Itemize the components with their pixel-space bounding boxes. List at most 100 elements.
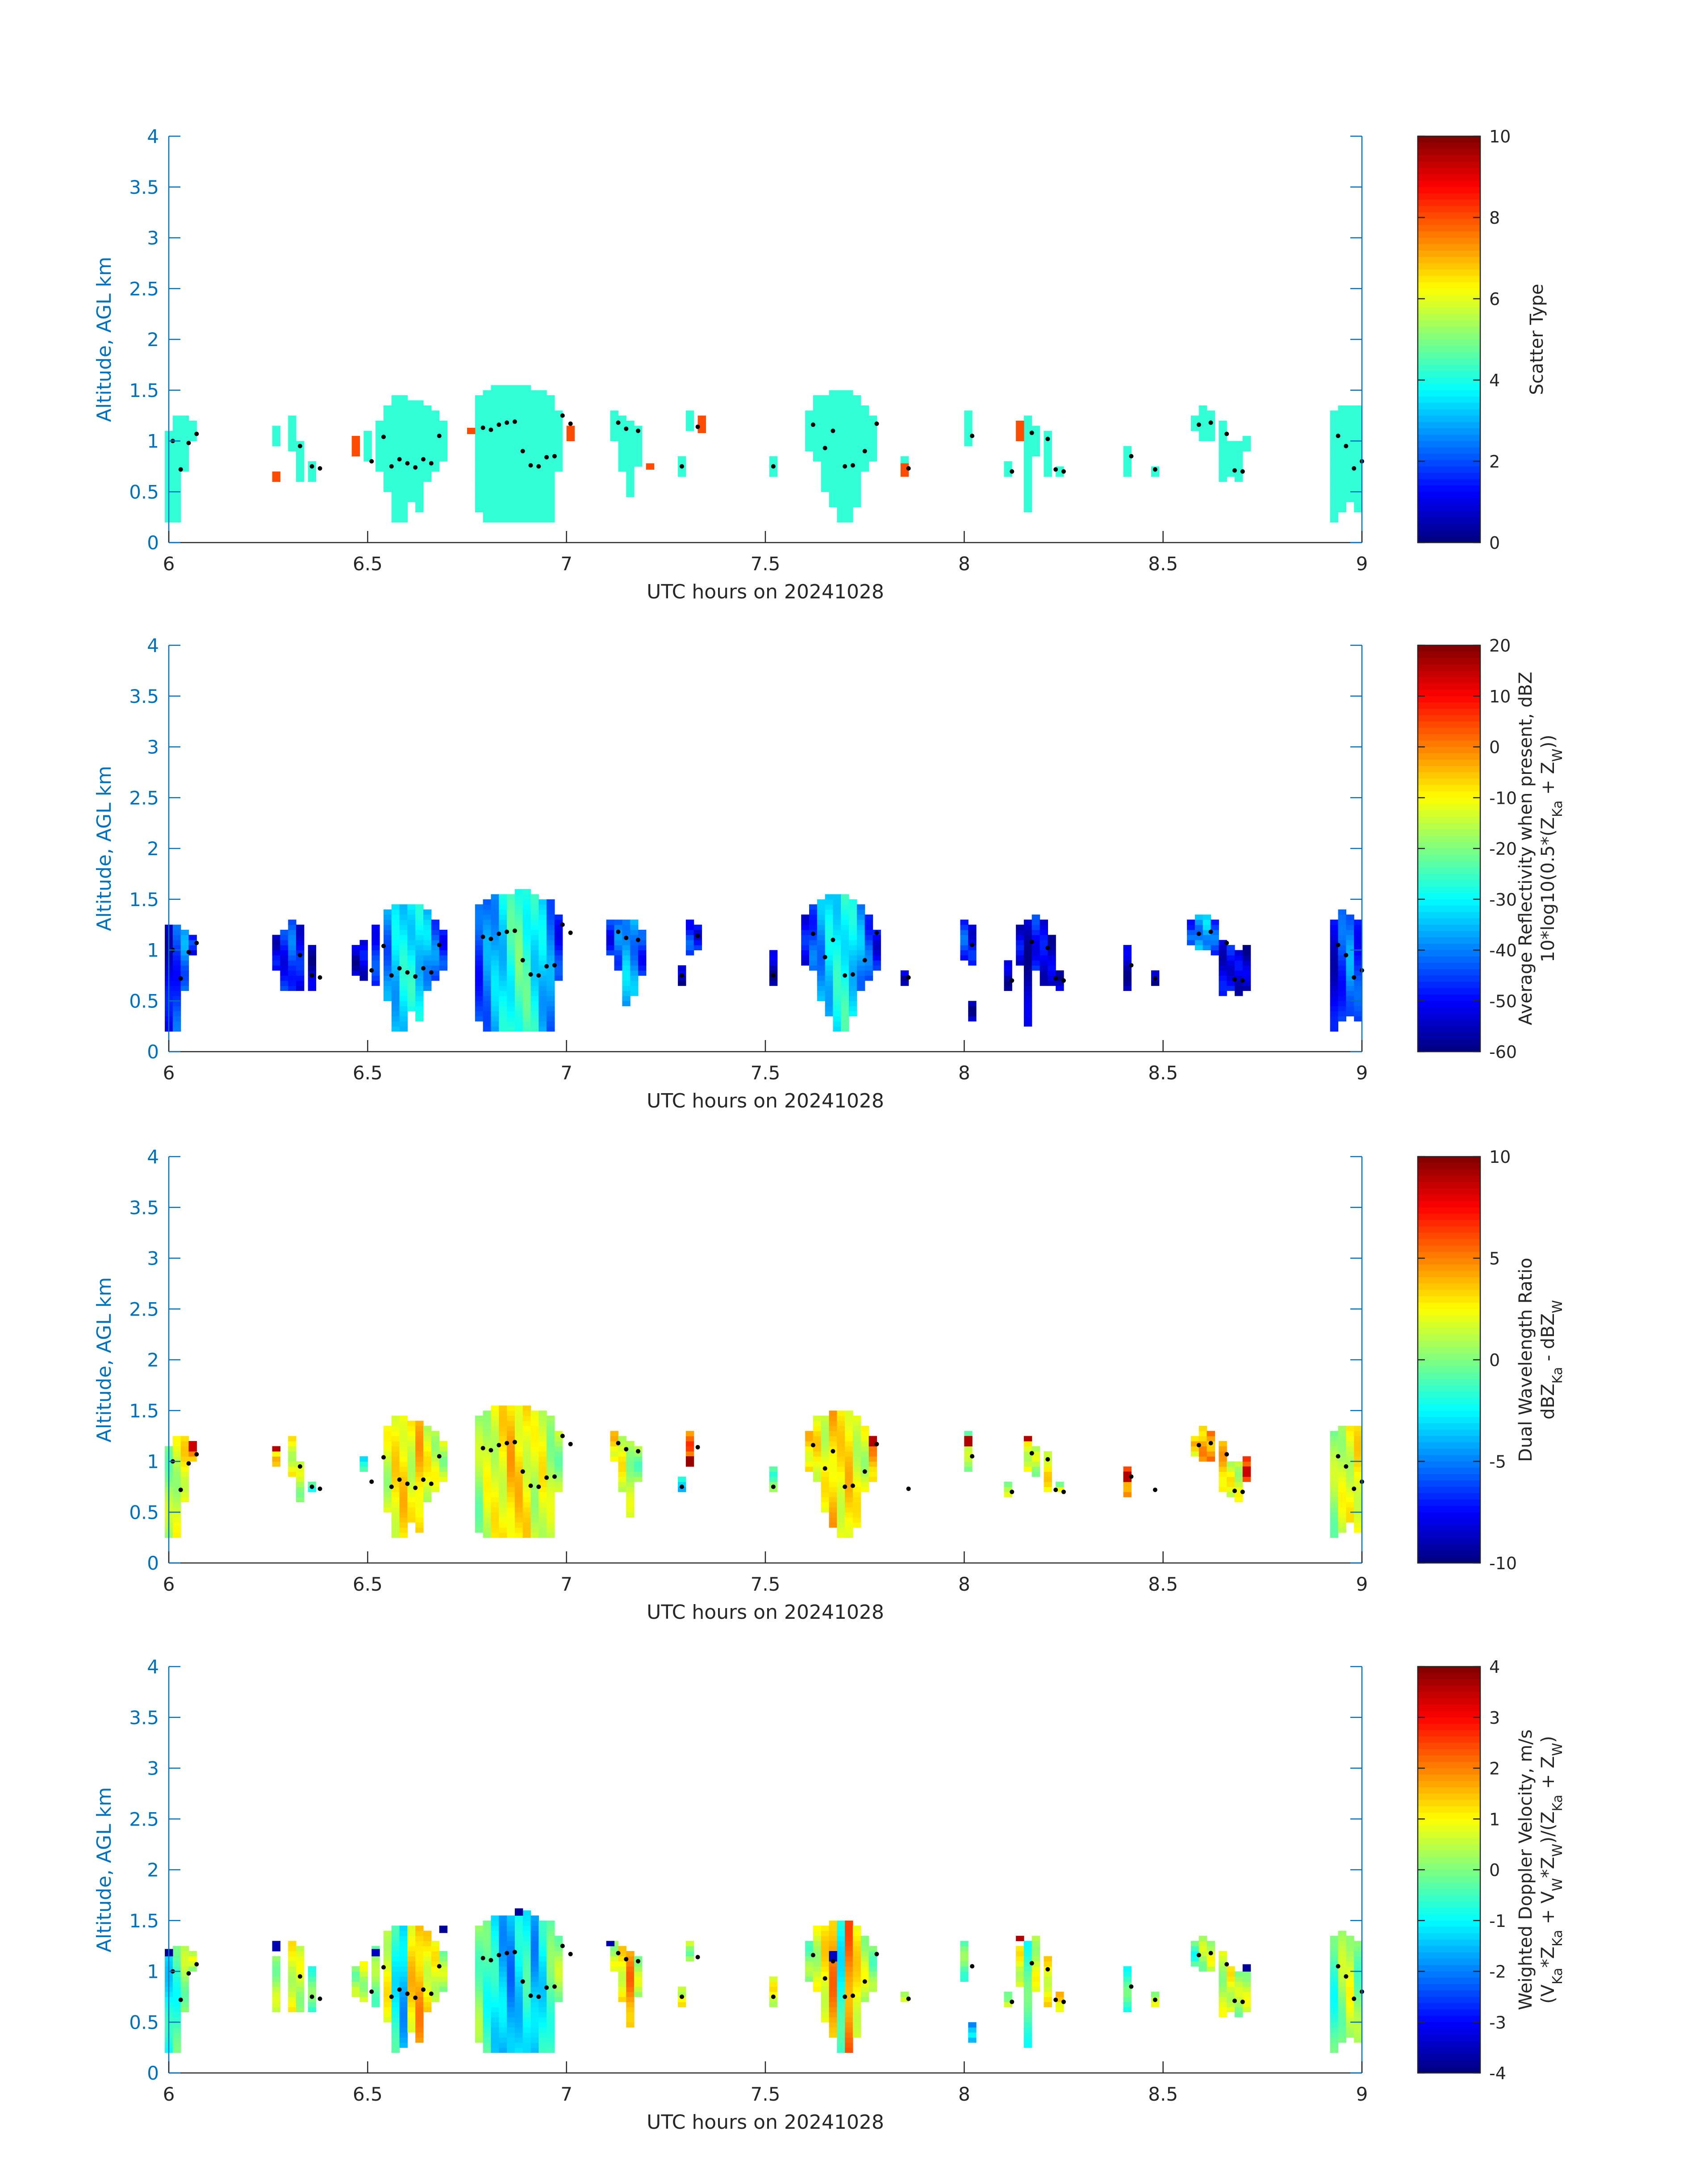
data-cell <box>547 919 555 925</box>
data-cell <box>1330 1456 1339 1462</box>
data-cell <box>829 390 837 396</box>
data-cell <box>439 1966 448 1972</box>
data-cell <box>507 1405 515 1411</box>
colorbar-segment <box>1418 377 1480 384</box>
axes: 6 6.5 7 7.5 8 8.5 900.511.522.533.54 <box>129 1146 1368 1595</box>
data-cell <box>852 1512 861 1518</box>
data-cell <box>399 1466 408 1472</box>
data-cell <box>1044 2002 1052 2007</box>
data-cell <box>483 2002 491 2007</box>
data-cell-highlight <box>646 463 655 470</box>
data-cell <box>678 1476 686 1482</box>
data-cell <box>618 1981 626 1987</box>
data-cell <box>1031 451 1040 457</box>
data-cell-highlight <box>1242 1964 1251 1972</box>
data-cell <box>391 405 400 411</box>
marker-point <box>1344 443 1349 448</box>
colorbar-segment <box>1418 295 1480 302</box>
data-cell <box>539 1527 547 1533</box>
data-cell <box>507 502 515 507</box>
data-cell <box>391 1926 400 1931</box>
data-cell <box>829 2002 837 2007</box>
colorbar-segment <box>1418 1157 1480 1164</box>
data-cell <box>296 1976 305 1982</box>
data-cell <box>514 502 523 507</box>
data-cell <box>634 1981 643 1987</box>
colorbar-segment <box>1418 1857 1480 1864</box>
data-cell <box>514 2042 523 2048</box>
data-cell <box>499 1405 507 1411</box>
data-cell <box>491 1026 499 1032</box>
data-cell <box>554 970 563 976</box>
data-cell <box>1044 1961 1052 1967</box>
data-cell <box>1023 426 1032 431</box>
data-cell <box>507 446 515 451</box>
data-cell <box>172 2047 181 2053</box>
data-cell <box>852 451 861 457</box>
data-cell <box>813 1946 822 1951</box>
data-cell <box>547 1522 555 1528</box>
marker-point <box>771 464 776 469</box>
data-cell <box>1199 1946 1207 1951</box>
data-cell <box>415 1011 424 1016</box>
data-cell <box>351 965 360 971</box>
data-cell <box>805 415 814 421</box>
data-cell <box>813 1941 822 1947</box>
data-cell <box>1338 986 1346 991</box>
data-cell <box>852 395 861 401</box>
data-cell <box>483 502 491 507</box>
data-cell <box>415 1961 424 1967</box>
data-cell <box>1330 517 1339 523</box>
data-cell <box>363 441 372 447</box>
data-cell <box>499 2037 507 2043</box>
data-cell <box>1235 965 1243 971</box>
colorbar-segment <box>1418 1889 1480 1896</box>
data-cell <box>539 1920 547 1926</box>
data-cell <box>288 924 296 930</box>
data-cell <box>491 1492 499 1497</box>
data-cell <box>384 426 392 431</box>
data-cell <box>626 1461 635 1467</box>
data-cell <box>852 1522 861 1528</box>
data-cell <box>813 1471 822 1477</box>
data-cell <box>833 945 841 951</box>
colorbar-segment <box>1418 1252 1480 1259</box>
data-cell <box>837 410 845 416</box>
data-cell <box>539 1930 547 1936</box>
data-cell <box>1031 965 1040 971</box>
colorbar-segment <box>1418 791 1480 798</box>
data-cell <box>491 517 499 523</box>
data-cell <box>554 451 563 457</box>
data-cell <box>618 1946 626 1951</box>
data-cell <box>833 1011 841 1016</box>
y-tick-label: 2 <box>147 329 159 351</box>
data-cell <box>522 1522 531 1528</box>
data-cell <box>1227 1466 1235 1472</box>
data-cell <box>391 421 400 426</box>
data-cell <box>873 955 881 961</box>
colorbar-tick-label: 0 <box>1489 533 1500 553</box>
colorbar-segment <box>1418 1429 1480 1437</box>
data-cell <box>829 1471 837 1477</box>
data-cell <box>539 960 547 966</box>
data-cell <box>399 930 408 935</box>
data-cell <box>852 1971 861 1977</box>
data-cell <box>522 1981 531 1987</box>
data-cell <box>1330 421 1339 426</box>
data-cell <box>483 1992 491 1997</box>
data-cell <box>833 894 841 900</box>
data-cell <box>399 1926 408 1931</box>
data-cell <box>351 1976 360 1982</box>
data-cell <box>1338 1930 1346 1936</box>
data-cell <box>626 1446 635 1452</box>
y-tick-label: 0.5 <box>129 1501 159 1523</box>
data-cell <box>491 405 499 411</box>
data-cell <box>1330 970 1339 976</box>
data-cell <box>685 924 694 930</box>
data-cell <box>507 1507 515 1513</box>
data-cell <box>1338 2002 1346 2007</box>
data-cell <box>391 945 400 951</box>
data-cell <box>475 2002 484 2007</box>
data-cell <box>1330 1461 1339 1467</box>
